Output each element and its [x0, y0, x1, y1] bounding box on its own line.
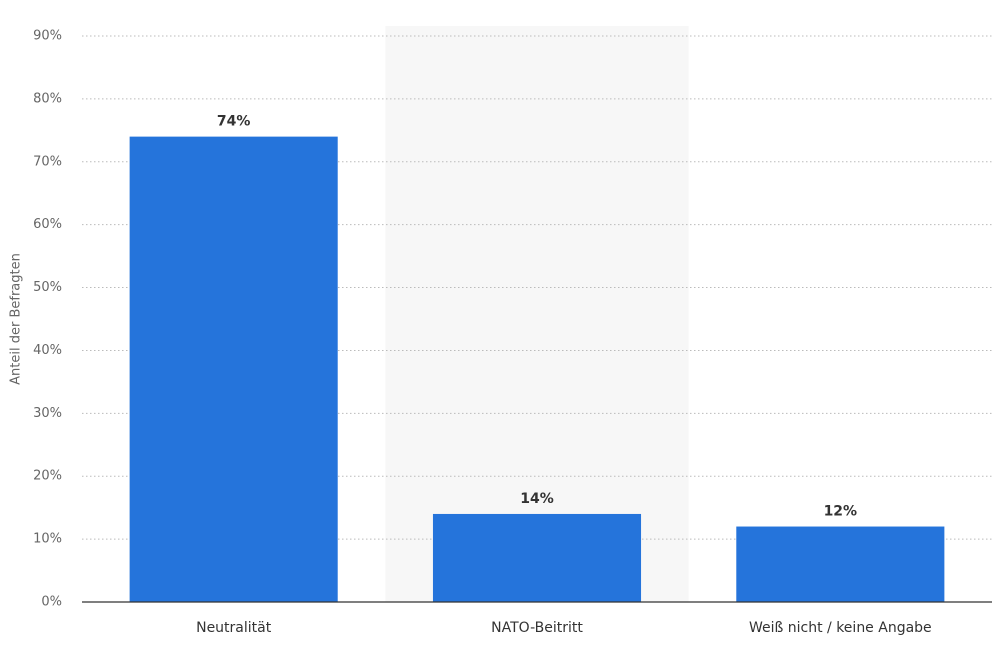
y-tick-label: 90% — [33, 29, 62, 44]
bar — [736, 526, 945, 602]
x-tick-label: NATO-Beitritt — [491, 620, 583, 636]
y-tick-label: 60% — [33, 217, 62, 232]
band — [385, 26, 689, 602]
y-tick-label: 20% — [33, 469, 62, 484]
value-label: 12% — [824, 504, 858, 520]
y-tick-label: 40% — [33, 343, 62, 358]
y-tick-label: 30% — [33, 406, 62, 421]
y-tick-label: 80% — [33, 91, 62, 106]
value-label: 74% — [217, 114, 251, 130]
y-tick-label: 50% — [33, 280, 62, 295]
value-label: 14% — [520, 491, 554, 507]
x-tick-label: Weiß nicht / keine Angabe — [749, 620, 932, 636]
background-bands — [385, 26, 689, 602]
y-tick-label: 10% — [33, 532, 62, 547]
bar — [129, 136, 338, 602]
y-axis-label: Anteil der Befragten — [9, 253, 24, 385]
y-tick-label: 70% — [33, 154, 62, 169]
bar — [432, 513, 642, 602]
y-tick-label: 0% — [41, 595, 62, 610]
x-tick-label: Neutralität — [196, 620, 272, 636]
